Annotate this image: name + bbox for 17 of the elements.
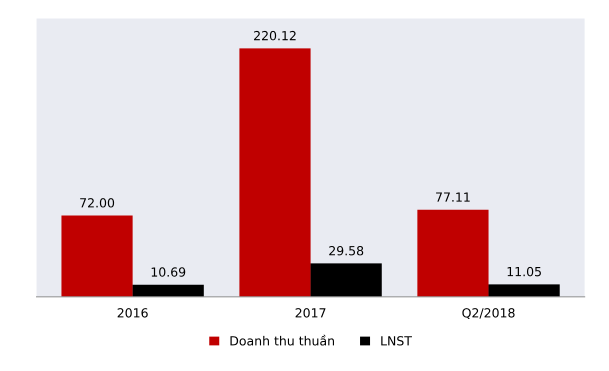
bar — [239, 48, 311, 297]
data-label: 10.69 — [152, 267, 186, 277]
data-label: 29.58 — [329, 246, 364, 256]
data-label: 77.11 — [436, 192, 470, 202]
x-tick-label: 2017 — [296, 308, 326, 318]
bar — [417, 210, 489, 297]
bar — [132, 284, 204, 297]
legend-label: Doanh thu thuần — [230, 334, 334, 346]
legend-label: LNST — [381, 336, 412, 346]
x-tick-label: 2016 — [118, 308, 148, 318]
bar — [488, 284, 560, 297]
data-label: 72.00 — [80, 198, 114, 208]
x-tick-label: Q2/2018 — [462, 308, 515, 320]
data-label: 11.05 — [508, 266, 541, 276]
data-label: 220.12 — [254, 30, 296, 40]
bar — [310, 263, 382, 297]
bar — [61, 216, 133, 297]
